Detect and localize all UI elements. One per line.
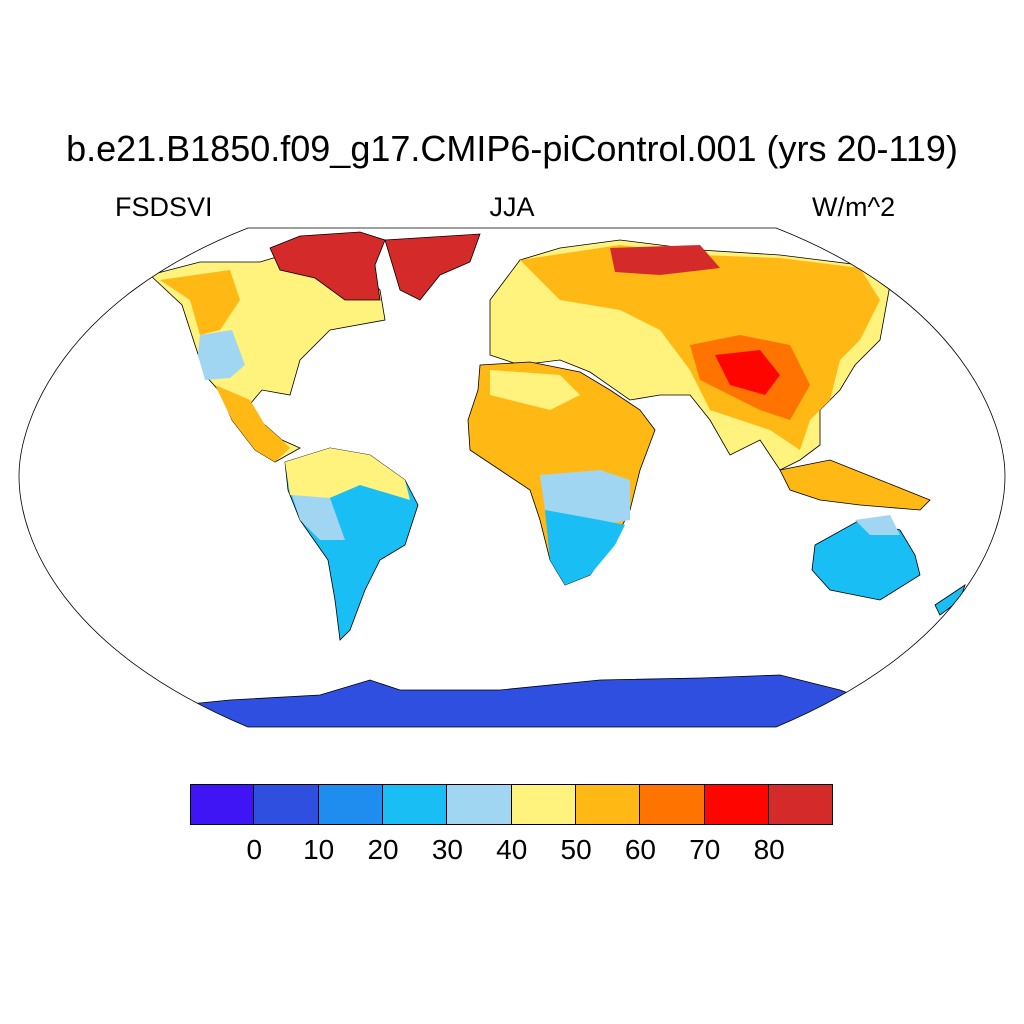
colorbar-tick-label: 0 xyxy=(246,834,263,865)
colorbar-tick-label: 40 xyxy=(496,834,528,865)
colorbar-box xyxy=(318,784,384,825)
tibet-red xyxy=(715,350,780,395)
southern-africa-blue xyxy=(545,510,625,585)
colorbar-box xyxy=(640,784,705,825)
colorbar-tick-label: 80 xyxy=(753,834,785,865)
colorbar-box xyxy=(576,784,641,825)
variable-label: FSDSVI xyxy=(115,192,213,222)
colorbar-tick-label: 70 xyxy=(689,834,721,865)
colorbar-box xyxy=(254,784,319,825)
colorbar-box xyxy=(383,784,448,825)
maritime-asia xyxy=(779,459,931,511)
colorbar-box xyxy=(447,784,512,825)
map-title: b.e21.B1850.f09_g17.CMIP6-piControl.001 … xyxy=(66,128,958,169)
colorbar-box xyxy=(704,784,770,825)
south-america-north-yellow xyxy=(285,448,410,500)
australia xyxy=(811,519,921,601)
south-america-lightblue xyxy=(292,495,345,540)
colorbar-box xyxy=(190,784,255,825)
new-zealand xyxy=(934,584,966,616)
canadian-arctic xyxy=(269,231,386,301)
sahara-yellow xyxy=(490,370,580,410)
season-label: JJA xyxy=(489,192,535,222)
greenland xyxy=(384,233,481,301)
siberia-arctic xyxy=(610,245,720,275)
units-label: W/m^2 xyxy=(812,192,896,222)
western-us-lightblue xyxy=(198,330,245,380)
australia-north-lightblue xyxy=(855,515,900,535)
colorbar-box xyxy=(769,784,834,825)
colorbar-tick-label: 20 xyxy=(367,834,399,865)
mexico-orange xyxy=(215,385,290,462)
colorbar-tick-label: 60 xyxy=(624,834,657,865)
colorbar-tick-label: 10 xyxy=(303,834,335,865)
colorbar-tick-label: 50 xyxy=(560,834,592,865)
central-africa-lightblue xyxy=(540,470,630,525)
colorbar-tick-label: 30 xyxy=(431,834,463,865)
colorbar-box xyxy=(511,784,577,825)
globe-outline xyxy=(18,227,1006,728)
antarctica xyxy=(19,674,1005,727)
north-america-orange xyxy=(160,270,240,335)
